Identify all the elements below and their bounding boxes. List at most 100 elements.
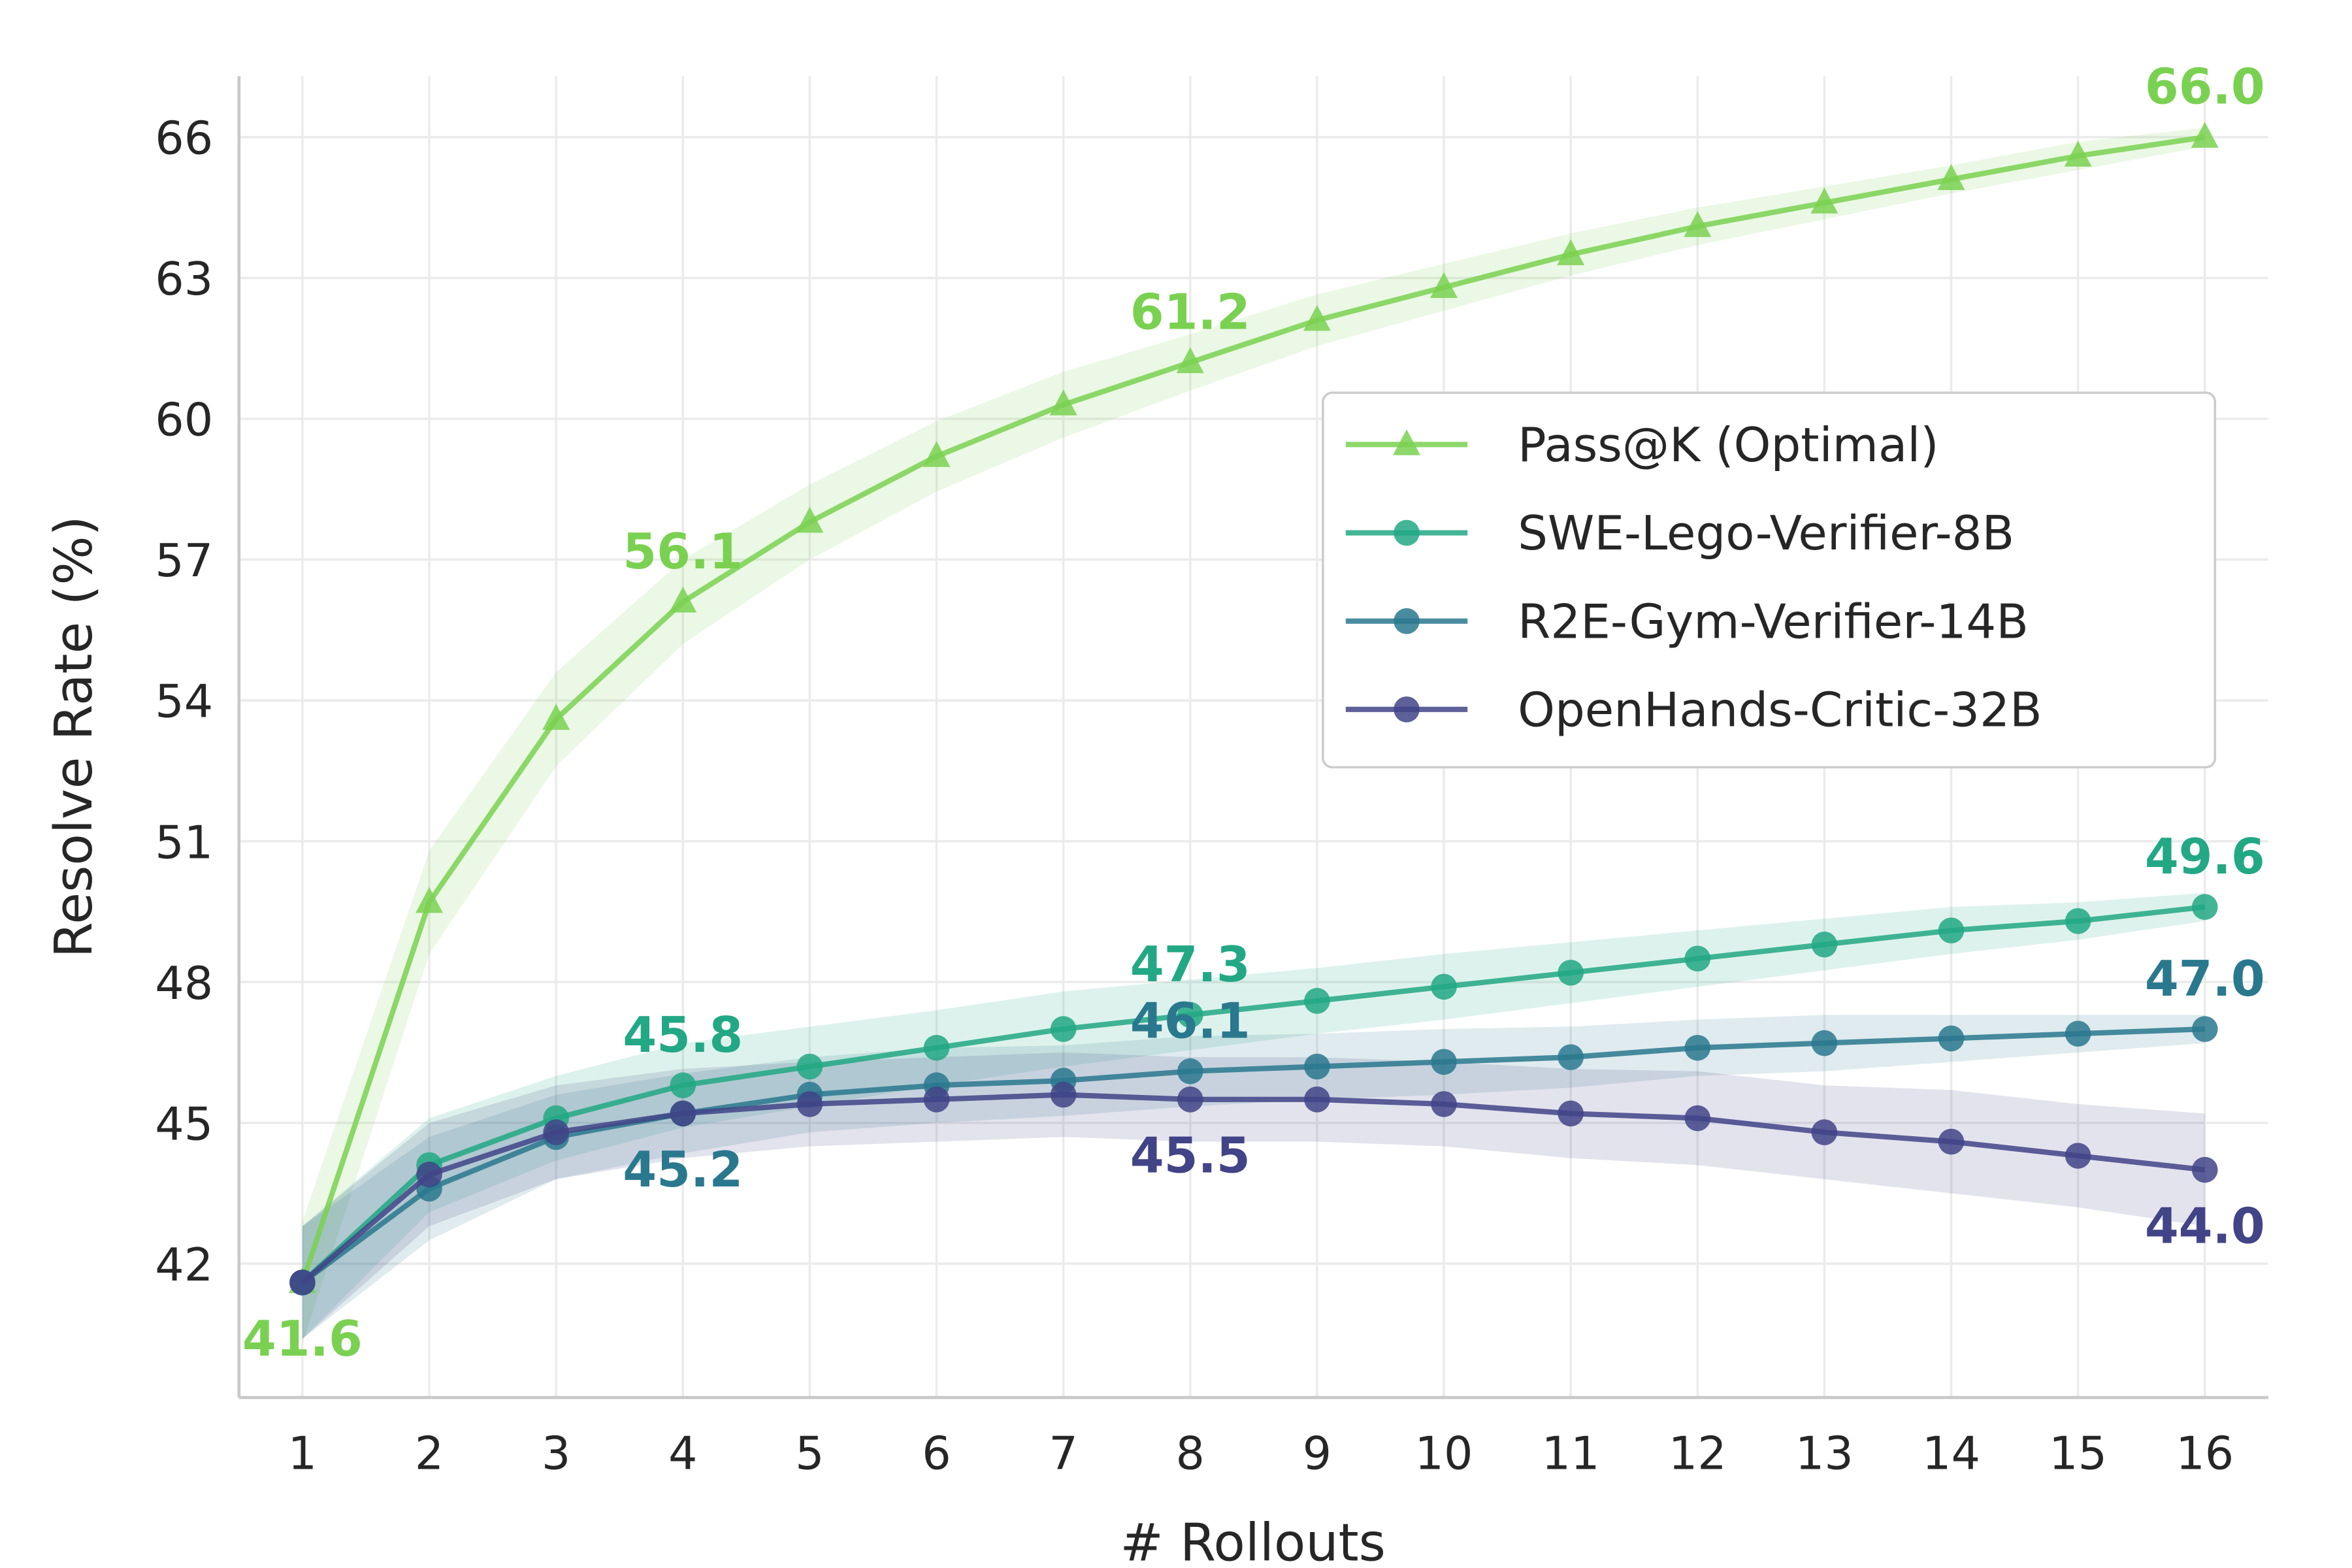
data-point-triangle [1810,188,1838,214]
series-line [301,904,2206,1284]
data-point-circle [1558,959,1584,986]
series-line [300,134,2206,1284]
data-point-triangle [1303,304,1331,331]
x-tick-label: 15 [2049,1428,2107,1480]
y-axis-label: Resolve Rate (%) [43,515,104,958]
data-point-circle [1431,1049,1457,1075]
data-label: 44.0 [2145,1198,2265,1254]
x-tick-labels: 1 2 3 4 5 6 7 8 9 10 11 12 13 14 15 16 [288,1428,2234,1480]
y-tick-labels: 42 45 48 51 54 57 60 63 66 [155,112,213,1292]
legend: Pass@K (Optimal) SWE-Lego-Verifier-8B R2E-… [1322,391,2217,769]
data-point-circle [2191,1156,2218,1183]
data-point-circle [2065,907,2091,934]
data-point-circle [923,1034,950,1061]
legend-circle-marker [1394,608,1420,634]
data-point-circle [1177,1086,1203,1113]
data-point-circle [1811,931,1838,958]
y-tick-label: 54 [155,676,213,728]
data-label: 45.2 [623,1141,743,1198]
data-label: 47.3 [1130,936,1250,993]
legend-label: OpenHands-Critic-32B [1518,683,2042,738]
x-tick-label: 10 [1415,1428,1473,1480]
data-point-circle [923,1086,950,1113]
data-point-circle [1684,1105,1711,1132]
data-label: 45.8 [623,1007,743,1064]
data-point-circle [1304,988,1330,1014]
data-label: 66.0 [2145,59,2265,116]
y-tick-label: 48 [155,957,213,1010]
x-tick-label: 7 [1049,1428,1077,1480]
y-tick-label: 57 [155,534,213,587]
data-point-circle [796,1091,823,1117]
data-point-circle [416,1161,442,1188]
data-point-triangle [796,506,824,533]
y-tick-label: 51 [155,816,213,869]
x-tick-label: 4 [668,1428,697,1480]
x-tick-label: 5 [795,1428,824,1480]
data-point-circle [1684,1034,1711,1061]
data-point-triangle [923,441,951,467]
data-label: 41.6 [242,1311,363,1367]
data-label: 49.6 [2145,828,2265,885]
data-point-circle [1050,1081,1077,1108]
legend-label: SWE-Lego-Verifier-8B [1518,506,2014,561]
data-point-circle [2065,1143,2091,1169]
x-tick-label: 1 [288,1428,317,1480]
data-point-circle [2065,1021,2091,1047]
x-tick-label: 9 [1303,1428,1331,1480]
series-lines [288,122,2219,1296]
series-line [301,1092,2206,1285]
x-tick-label: 13 [1795,1428,1854,1480]
data-point-triangle [1049,389,1077,416]
data-point-triangle [1557,239,1585,265]
data-point-circle [670,1072,696,1099]
data-point-circle [1684,945,1711,972]
data-point-triangle [1430,272,1458,299]
legend-circle-marker [1394,519,1420,546]
data-label: 61.2 [1130,284,1250,341]
data-point-circle [1558,1100,1584,1127]
data-point-circle [1938,1025,1965,1052]
y-tick-label: 42 [155,1239,213,1292]
data-point-triangle [1684,211,1712,237]
data-label: 56.1 [623,523,743,580]
data-point-circle [543,1119,569,1145]
data-point-circle [2191,894,2218,921]
data-point-triangle [542,704,570,730]
data-point-circle [1431,973,1457,1000]
data-label: 45.5 [1130,1128,1250,1184]
data-point-circle [1811,1030,1838,1056]
confidence-band [302,1015,2205,1339]
data-point-circle [1811,1119,1838,1145]
y-tick-label: 60 [155,394,213,447]
data-point-triangle [1176,347,1204,374]
x-tick-label: 6 [922,1428,951,1480]
data-point-triangle [2191,122,2219,148]
x-tick-label: 14 [1922,1428,1980,1480]
data-point-circle [1938,917,1965,943]
data-point-circle [1177,1058,1203,1085]
y-tick-label: 66 [155,112,213,165]
data-point-circle [289,1269,316,1296]
x-tick-label: 2 [415,1428,444,1480]
data-labels: 41.6 56.1 61.2 66.0 45.8 47.3 49.6 45.2 46.1 47.0… [242,59,2265,1367]
data-point-triangle [669,586,697,613]
y-tick-label: 45 [155,1098,213,1151]
data-label: 47.0 [2145,951,2265,1007]
confidence-band [302,1052,2205,1339]
x-tick-label: 12 [1669,1428,1727,1480]
legend-box [1322,391,2217,769]
x-tick-label: 16 [2176,1428,2234,1480]
legend-label: R2E-Gym-Verifier-14B [1518,595,2029,649]
data-point-circle [1177,1002,1203,1028]
legend-circle-marker [1394,696,1420,723]
data-point-triangle [1937,164,1965,190]
data-point-circle [1050,1016,1077,1042]
data-point-triangle [2064,140,2092,167]
legend-label: Pass@K (Optimal) [1518,418,1938,473]
x-tick-label: 8 [1176,1428,1205,1480]
x-tick-label: 11 [1542,1428,1600,1480]
data-point-circle [1938,1128,1965,1155]
x-tick-label: 3 [542,1428,570,1480]
